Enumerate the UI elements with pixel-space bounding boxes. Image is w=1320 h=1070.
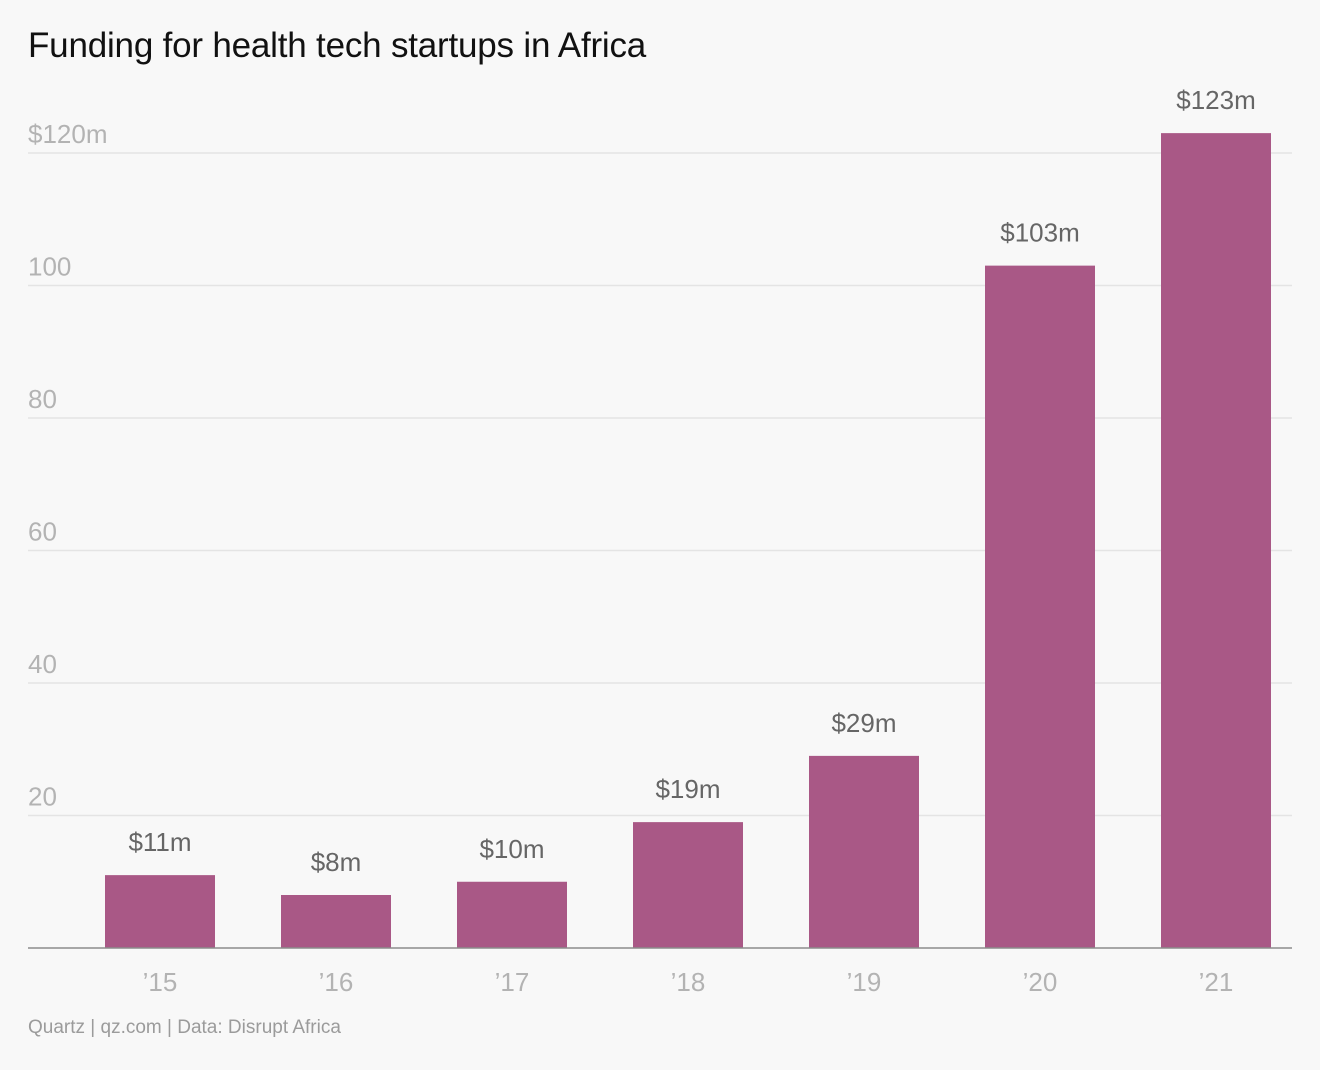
y-tick-label: $120m: [28, 119, 108, 149]
x-axis-tick-labels: ’15 ’16 ’17 ’18 ’19 ’20 ’21: [143, 967, 1234, 997]
y-tick-label: 20: [28, 782, 57, 812]
bar: [809, 755, 919, 948]
bar: [457, 881, 567, 948]
bar-value-label: $29m: [831, 708, 896, 738]
bar-value-label: $10m: [479, 834, 544, 864]
bar-value-labels: $11m $8m $10m $19m $29m $103m $123m: [128, 85, 1255, 877]
y-tick-label: 60: [28, 517, 57, 547]
bars: [105, 133, 1271, 948]
chart-title: Funding for health tech startups in Afri…: [28, 26, 647, 65]
bar-value-label: $8m: [311, 847, 362, 877]
gridlines: [28, 152, 1292, 817]
x-tick-label: ’16: [319, 967, 354, 997]
bar: [1161, 133, 1271, 948]
bar: [105, 875, 215, 948]
x-tick-label: ’21: [1199, 967, 1234, 997]
bar-value-label: $123m: [1176, 85, 1256, 115]
y-tick-label: 40: [28, 649, 57, 679]
y-tick-label: 80: [28, 384, 57, 414]
bar-value-label: $19m: [655, 774, 720, 804]
bar: [985, 265, 1095, 948]
y-tick-label: 100: [28, 252, 71, 282]
source-footer: Quartz | qz.com | Data: Disrupt Africa: [28, 1017, 341, 1038]
bar-value-label: $103m: [1000, 218, 1080, 248]
x-tick-label: ’20: [1023, 967, 1058, 997]
y-axis-tick-labels: 20 40 60 80 100 $120m: [28, 119, 108, 812]
x-tick-label: ’15: [143, 967, 178, 997]
x-tick-label: ’17: [495, 967, 530, 997]
bar-value-label: $11m: [128, 827, 191, 857]
bar: [633, 822, 743, 948]
bar: [281, 895, 391, 948]
x-tick-label: ’18: [671, 967, 706, 997]
x-tick-label: ’19: [847, 967, 882, 997]
